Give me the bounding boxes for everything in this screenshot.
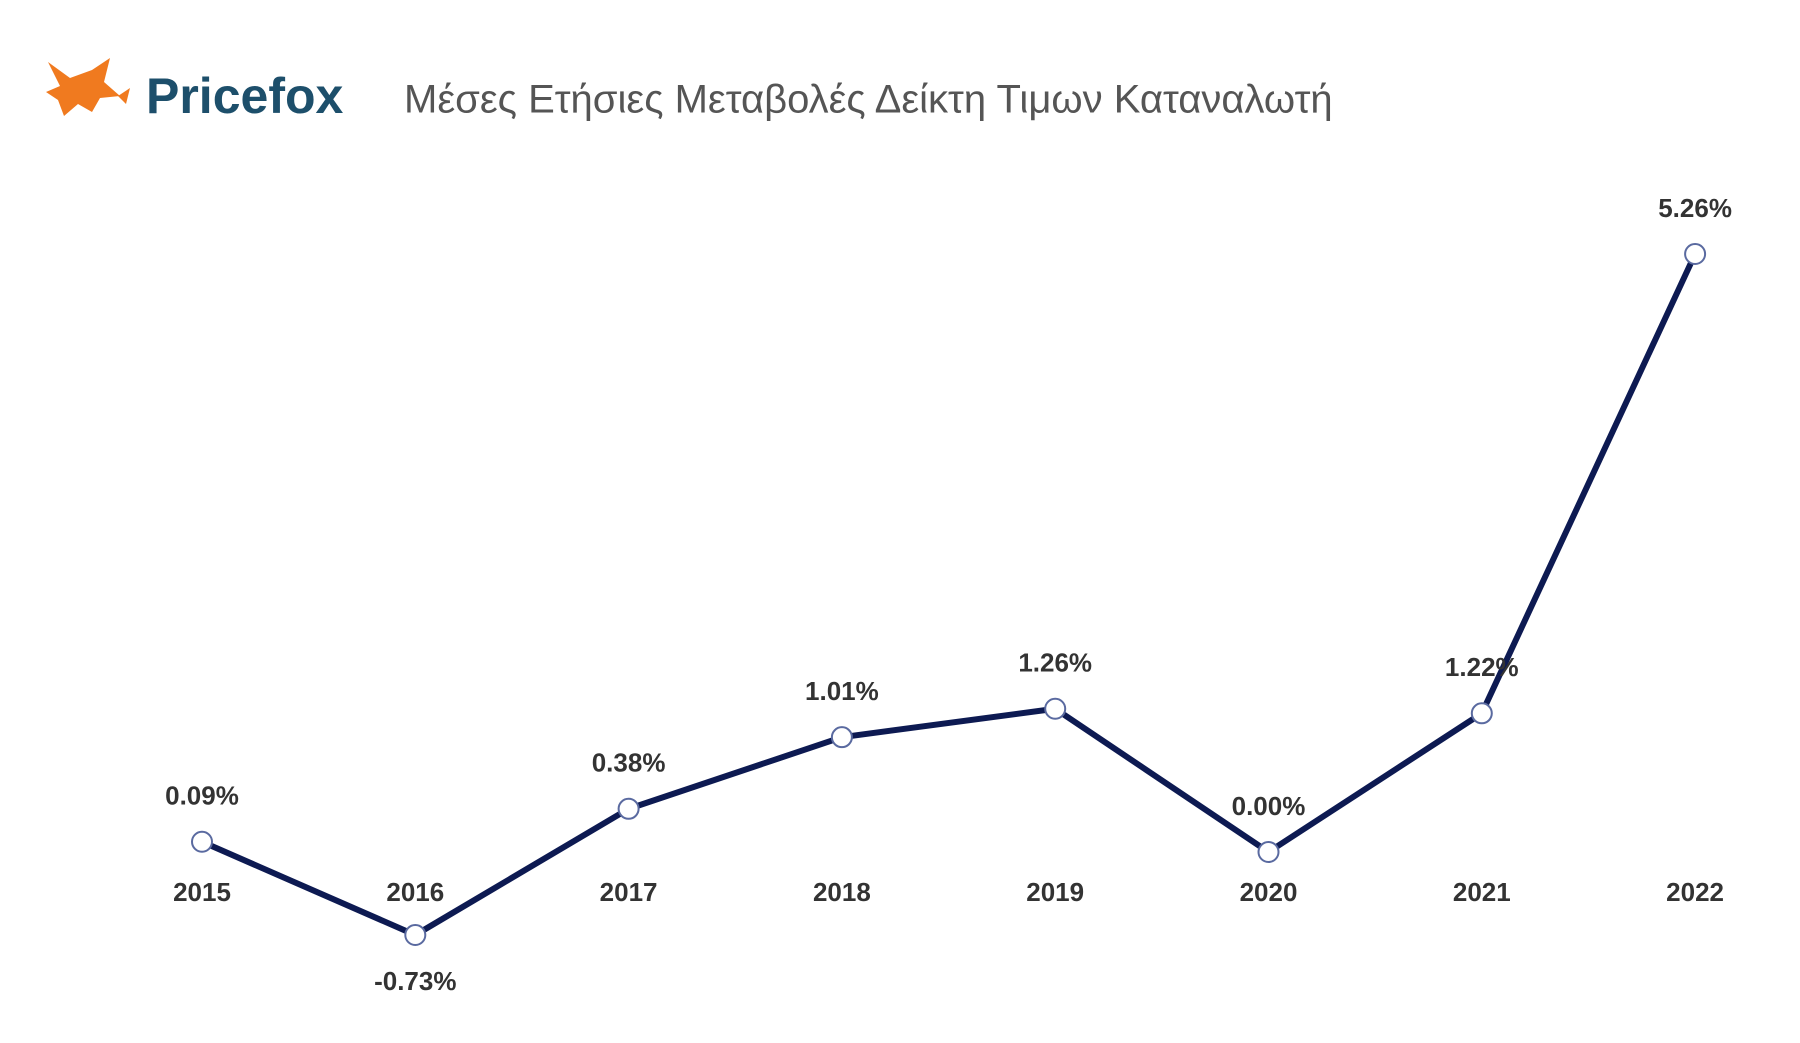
data-label: 5.26%: [1658, 193, 1732, 223]
brand: Pricefox: [146, 68, 344, 124]
point: [191, 830, 213, 853]
data-label: 1.26%: [1018, 648, 1092, 678]
x-tick-label: 2022: [1666, 877, 1724, 907]
point: [617, 797, 640, 820]
data-label: 1.01%: [805, 676, 879, 706]
chart-title: Μέσες Ετήσιες Μεταβολές Δείκτη Τιμων Κατ…: [404, 78, 1333, 122]
point: [1257, 841, 1280, 864]
line: [200, 252, 1698, 938]
point: [1684, 243, 1707, 265]
point: [830, 726, 853, 749]
point: [1470, 702, 1493, 725]
x-tick-label: 2015: [173, 877, 231, 907]
point: [404, 924, 427, 946]
x-tick-label: 2018: [813, 877, 871, 907]
data-label: -0.73%: [374, 966, 456, 996]
x-tick-label: 2021: [1453, 877, 1511, 907]
data-label: 0.38%: [592, 748, 666, 778]
data-label: 1.22%: [1445, 652, 1519, 682]
x-tick-label: 2020: [1240, 877, 1298, 907]
x-tick-label: 2016: [386, 877, 444, 907]
x-tick-label: 2019: [1026, 877, 1084, 907]
data-label: 0.00%: [1232, 791, 1306, 821]
x-tick-label: 2017: [600, 877, 658, 907]
data-label: 0.09%: [165, 781, 239, 811]
point: [1044, 697, 1067, 720]
fox-logo: [46, 58, 130, 116]
